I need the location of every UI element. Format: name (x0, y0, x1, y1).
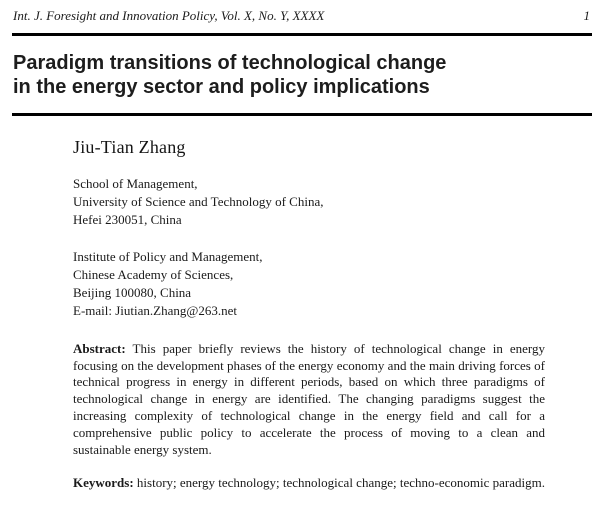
abstract-label: Abstract: (73, 340, 126, 356)
page-number: 1 (583, 8, 591, 23)
paper-title-line2: in the energy sector and policy implicat… (13, 76, 430, 99)
affiliation-block-1: School of Management, University of Scie… (73, 175, 545, 229)
affiliation-line: Chinese Academy of Sciences, (73, 266, 234, 282)
keywords: Keywords: history; energy technology; te… (73, 472, 545, 494)
author-email: E-mail: Jiutian.Zhang@263.net (73, 302, 237, 318)
keywords-text-tail: techno-economic paradigm. (399, 475, 545, 491)
keywords-text: history; energy technology; technologica… (136, 475, 397, 491)
affiliation-line: University of Science and Technology of … (73, 193, 324, 209)
affiliation-line: Hefei 230051, China (73, 211, 182, 227)
paper-body: Jiu-Tian Zhang School of Management, Uni… (73, 137, 545, 495)
journal-title: Int. J. Foresight and Innovation Policy,… (13, 8, 325, 23)
abstract-text: This paper briefly reviews the history o… (73, 340, 546, 457)
title-rule (12, 112, 592, 116)
affiliation-block-2: Institute of Policy and Management, Chin… (73, 248, 545, 320)
paper-title: Paradigm transitions of technological ch… (13, 51, 592, 100)
affiliation-line: School of Management, (73, 175, 198, 191)
paper-title-line1: Paradigm transitions of technological ch… (13, 52, 447, 74)
running-head: Int. J. Foresight and Innovation Policy,… (12, 6, 592, 24)
header-rule (12, 33, 592, 36)
abstract: Abstract: This paper briefly reviews the… (73, 341, 545, 459)
author-name: Jiu-Tian Zhang (73, 136, 186, 157)
affiliation-line: Beijing 100080, China (73, 284, 192, 300)
keywords-label: Keywords: (73, 475, 134, 491)
affiliation-line: Institute of Policy and Management, (73, 248, 263, 264)
